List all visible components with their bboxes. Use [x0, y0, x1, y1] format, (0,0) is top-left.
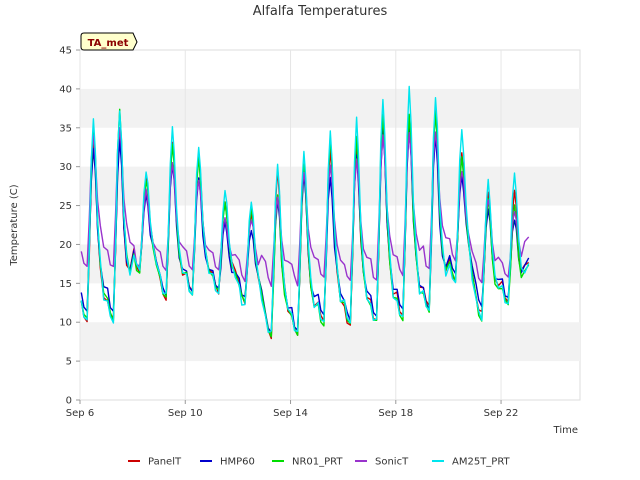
- y-tick-label: 40: [59, 84, 72, 95]
- y-tick-label: 45: [59, 46, 72, 57]
- x-tick-label: Sep 22: [484, 408, 519, 419]
- legend-label: NR01_PRT: [292, 457, 343, 468]
- legend-label: SonicT: [375, 457, 409, 468]
- legend: PanelT HMP60 NR01_PRT SonicT AM25T_PRT: [128, 457, 511, 468]
- badge: TA_met: [80, 32, 138, 51]
- plot-area: [79, 49, 581, 401]
- y-tick-label: 25: [59, 201, 72, 212]
- grid-bands: [80, 88, 580, 362]
- grid-band: [80, 244, 580, 284]
- badge-label: TA_met: [88, 38, 129, 49]
- y-axis-ticks: 0 5 10 15 20 25 30 35 40 45: [59, 46, 80, 407]
- y-tick-label: 0: [66, 396, 72, 407]
- x-tick-label: Sep 6: [66, 408, 94, 419]
- grid-band: [80, 88, 580, 128]
- y-tick-label: 30: [59, 162, 72, 173]
- x-axis-ticks: Sep 6 Sep 10 Sep 14 Sep 18 Sep 22: [66, 400, 519, 419]
- x-gridlines: [79, 50, 502, 400]
- grid-band: [80, 322, 580, 362]
- badge-shape: [80, 32, 138, 51]
- legend-label: AM25T_PRT: [452, 457, 511, 468]
- y-tick-label: 20: [59, 240, 72, 251]
- y-tick-label: 35: [59, 123, 72, 134]
- y-tick-label: 5: [66, 357, 72, 368]
- y-tick-label: 15: [59, 279, 72, 290]
- x-tick-label: Sep 10: [168, 408, 203, 419]
- x-axis-label: Time: [553, 425, 578, 436]
- x-tick-label: Sep 18: [378, 408, 413, 419]
- series-lines: [80, 85, 530, 340]
- chart-title: Alfalfa Temperatures: [253, 4, 388, 19]
- legend-label: HMP60: [220, 457, 255, 468]
- y-axis-label: Temperature (C): [9, 184, 20, 266]
- series-line-sonict: [80, 127, 530, 287]
- series-line-am25t-prt: [80, 85, 530, 333]
- x-tick-label: Sep 14: [273, 408, 308, 419]
- y-tick-label: 10: [59, 318, 72, 329]
- legend-label: PanelT: [148, 457, 182, 468]
